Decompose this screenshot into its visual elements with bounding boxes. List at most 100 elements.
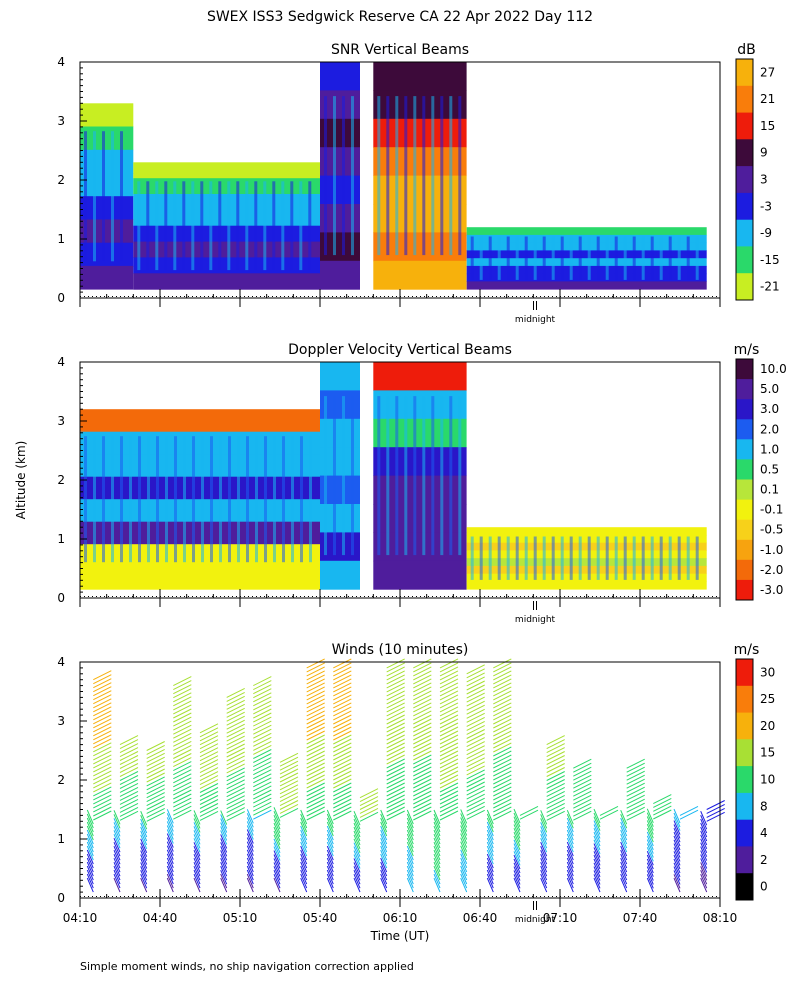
heatmap-streak xyxy=(255,436,258,563)
wind-barb xyxy=(306,742,325,753)
wind-barb xyxy=(220,858,228,873)
wind-barb xyxy=(119,763,139,773)
wind-barb xyxy=(333,806,352,817)
wind-barb xyxy=(573,782,592,793)
wind-profile xyxy=(140,741,165,893)
heatmap-streak xyxy=(458,396,462,556)
heatmap-streak xyxy=(192,436,195,563)
wind-barb xyxy=(166,853,174,868)
wind-barb xyxy=(406,849,414,865)
wind-barb xyxy=(119,775,139,785)
wind-barb xyxy=(253,724,272,735)
heatmap-streak xyxy=(165,436,168,563)
colorbar-label: 10.0 xyxy=(760,362,787,376)
heatmap-cell xyxy=(80,196,134,220)
wind-barb xyxy=(413,802,432,813)
wind-barb xyxy=(439,750,459,761)
wind-barb xyxy=(140,866,148,881)
heatmap-cell xyxy=(320,260,360,290)
wind-barb xyxy=(113,858,121,873)
wind-barb xyxy=(199,810,219,821)
wind-barb xyxy=(546,735,565,746)
wind-barb xyxy=(333,714,352,725)
wind-barb xyxy=(593,808,601,824)
wind-barb xyxy=(140,830,148,846)
wind-barb xyxy=(386,806,405,817)
wind-barb xyxy=(326,857,334,873)
wind-barb xyxy=(439,806,459,817)
wind-barb xyxy=(380,833,388,849)
wind-barb xyxy=(333,678,352,689)
wind-barb xyxy=(173,789,192,800)
wind-barb xyxy=(199,751,219,762)
wind-barb xyxy=(626,786,645,797)
heatmap-streak xyxy=(431,96,435,256)
wind-barb xyxy=(413,722,432,733)
wind-barb xyxy=(513,851,521,866)
heatmap-cell xyxy=(466,550,707,559)
wind-barb xyxy=(439,686,459,697)
wind-barb xyxy=(620,829,628,845)
wind-barb xyxy=(173,716,192,727)
wind-barb xyxy=(119,743,139,754)
wind-barb xyxy=(306,690,325,701)
colorbar-label: 3.0 xyxy=(760,402,779,416)
wind-barb xyxy=(433,825,441,841)
wind-barb xyxy=(566,841,574,857)
wind-barb xyxy=(380,845,388,861)
wind-barb xyxy=(646,862,654,877)
panel-title: Winds (10 minutes) xyxy=(332,642,469,658)
wind-barb xyxy=(166,837,174,852)
wind-barb xyxy=(173,757,192,768)
heatmap-cell xyxy=(466,265,707,275)
colorbar-label: 27 xyxy=(760,65,775,79)
wind-barb xyxy=(193,830,201,845)
wind-barb xyxy=(326,821,334,837)
wind-barb xyxy=(253,712,272,723)
wind-barb xyxy=(253,761,272,772)
wind-barb xyxy=(513,870,521,885)
wind-barb xyxy=(93,694,112,705)
wind-barb xyxy=(146,760,165,771)
wind-barb xyxy=(199,791,219,801)
heatmap-cell xyxy=(373,560,467,590)
heatmap-streak xyxy=(440,396,444,556)
wind-barb xyxy=(460,845,468,860)
heatmap-streak xyxy=(102,131,105,262)
wind-barb xyxy=(466,789,485,800)
wind-barb xyxy=(113,814,121,829)
wind-barb xyxy=(253,704,272,715)
wind-barb xyxy=(193,858,201,873)
wind-barb xyxy=(386,714,405,725)
wind-barb xyxy=(166,825,174,840)
wind-barb xyxy=(333,662,352,673)
wind-barb xyxy=(413,750,432,761)
wind-barb xyxy=(246,865,254,881)
heatmap-cell xyxy=(320,62,360,91)
wind-barb xyxy=(306,798,325,809)
wind-barb xyxy=(173,704,192,715)
wind-barb xyxy=(460,865,468,881)
wind-barb xyxy=(540,865,548,881)
wind-barb xyxy=(199,806,219,817)
wind-barb xyxy=(273,818,281,834)
wind-barb xyxy=(353,877,361,893)
wind-barb xyxy=(460,821,468,836)
wind-barb xyxy=(226,735,245,746)
colorbar-unit: dB xyxy=(737,42,756,58)
wind-barb xyxy=(386,702,405,713)
wind-barb xyxy=(646,831,654,847)
wind-barb xyxy=(700,811,708,826)
heatmap-streak xyxy=(245,181,249,271)
wind-barb xyxy=(253,736,272,747)
heatmap-streak xyxy=(551,536,555,580)
wind-barb xyxy=(593,874,601,889)
wind-barb xyxy=(386,802,405,813)
echo-region xyxy=(133,162,320,290)
wind-barb xyxy=(353,822,361,838)
wind-profile xyxy=(273,752,299,893)
wind-barb xyxy=(493,742,512,753)
heatmap-streak xyxy=(174,436,177,563)
wind-barb xyxy=(173,781,192,792)
wind-barb xyxy=(646,851,654,866)
